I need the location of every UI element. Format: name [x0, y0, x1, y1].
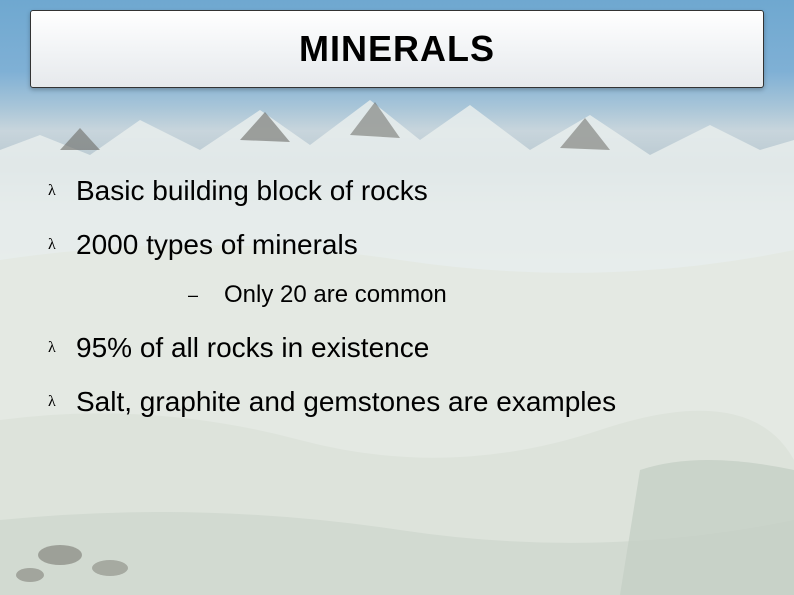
bullet-list: λ Basic building block of rocks λ 2000 t… [48, 174, 754, 438]
slide-title: MINERALS [299, 28, 495, 70]
bullet-item: λ Salt, graphite and gemstones are examp… [48, 385, 754, 419]
title-box: MINERALS [30, 10, 764, 88]
lambda-bullet-icon: λ [48, 331, 76, 357]
sub-bullet-text: Only 20 are common [224, 281, 447, 309]
bullet-text: 95% of all rocks in existence [76, 331, 429, 365]
bullet-item: λ 2000 types of minerals [48, 228, 754, 262]
lambda-bullet-icon: λ [48, 228, 76, 254]
bullet-text: Basic building block of rocks [76, 174, 428, 208]
lambda-bullet-icon: λ [48, 174, 76, 200]
lambda-bullet-icon: λ [48, 385, 76, 411]
bullet-item: λ 95% of all rocks in existence [48, 331, 754, 365]
bullet-text: 2000 types of minerals [76, 228, 358, 262]
dash-bullet-icon: – [188, 281, 224, 306]
bullet-item: λ Basic building block of rocks [48, 174, 754, 208]
bullet-text: Salt, graphite and gemstones are example… [76, 385, 616, 419]
sub-bullet-item: – Only 20 are common [188, 281, 754, 309]
